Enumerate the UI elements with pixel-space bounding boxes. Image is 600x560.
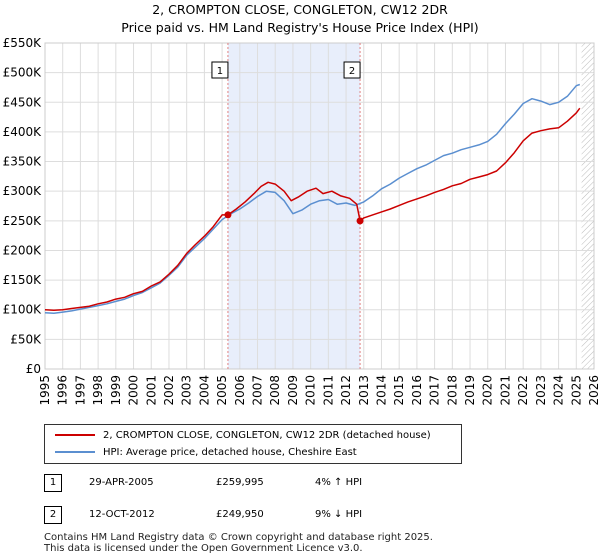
x-tick-label: 2010 <box>304 375 318 406</box>
x-tick-label: 2013 <box>357 375 371 406</box>
legend-label-hpi: HPI: Average price, detached house, Ches… <box>103 447 357 458</box>
ownership-shade <box>227 43 361 369</box>
y-tick-label: £400K <box>3 125 43 139</box>
legend-swatch-property <box>55 434 95 436</box>
sale-badge: 1 <box>44 474 62 492</box>
y-tick-label: £550K <box>3 36 43 50</box>
x-tick-label: 2001 <box>144 375 158 406</box>
x-tick-label: 1996 <box>56 375 70 406</box>
y-tick-label: £0 <box>26 362 41 376</box>
x-tick-label: 2022 <box>516 375 530 406</box>
chart-subtitle: Price paid vs. HM Land Registry's House … <box>121 20 479 35</box>
x-tick-label: 2026 <box>587 375 600 406</box>
y-tick-label: £350K <box>3 155 43 169</box>
sale-point <box>224 211 232 219</box>
chart-title: 2, CROMPTON CLOSE, CONGLETON, CW12 2DR <box>152 2 448 17</box>
y-tick-label: £450K <box>3 95 43 109</box>
plot-frame <box>44 42 595 370</box>
sale-price: £249,950 <box>216 509 264 520</box>
legend-label-property: 2, CROMPTON CLOSE, CONGLETON, CW12 2DR (… <box>103 430 431 441</box>
legend-item-property: 2, CROMPTON CLOSE, CONGLETON, CW12 2DR (… <box>55 430 431 441</box>
future-hatch <box>581 43 594 369</box>
price-chart: £0 £50K £100K £150K £200K £250K £300K £350K £400… <box>3 36 600 406</box>
x-tick-label: 2000 <box>127 375 141 406</box>
sale-badge: 2 <box>44 506 62 524</box>
legend: 2, CROMPTON CLOSE, CONGLETON, CW12 2DR (… <box>44 424 462 464</box>
x-tick-label: 2008 <box>268 375 282 406</box>
x-tick-label: 2018 <box>445 375 459 406</box>
sale-date: 29-APR-2005 <box>89 477 154 488</box>
x-tick-label: 2011 <box>321 375 335 406</box>
x-tick-label: 2023 <box>534 375 548 406</box>
x-tick-label: 2009 <box>286 375 300 406</box>
x-tick-label: 2006 <box>233 375 247 406</box>
footer-copyright: Contains HM Land Registry data © Crown c… <box>44 532 433 543</box>
y-tick-label: £300K <box>3 184 43 198</box>
x-tick-label: 2007 <box>251 375 265 406</box>
x-tick-label: 2017 <box>428 375 442 406</box>
x-tick-label: 2002 <box>162 375 176 406</box>
sale-marker-badge <box>211 61 229 79</box>
y-tick-label: £150K <box>3 273 43 287</box>
x-tick-label: 2024 <box>552 375 566 406</box>
hpi-line <box>44 83 581 315</box>
x-tick-label: 1999 <box>109 375 123 406</box>
y-tick-label: £250K <box>3 214 43 228</box>
sale-marker-badge-label: 1 <box>217 66 223 77</box>
sale-price: £259,995 <box>216 477 264 488</box>
x-tick-label: 2005 <box>215 375 229 406</box>
x-tick-label: 1995 <box>38 375 52 406</box>
x-tick-label: 1997 <box>73 375 87 406</box>
x-tick-label: 2021 <box>498 375 512 406</box>
sale-point <box>356 217 364 225</box>
sale-hpi-change: 4% ↑ HPI <box>315 477 363 488</box>
x-tick-label: 2015 <box>392 375 406 406</box>
y-tick-label: £200K <box>3 243 43 257</box>
sale-row-2: 2 12-OCT-2012 £249,950 9% ↓ HPI <box>44 506 564 526</box>
property-price-line <box>44 107 581 312</box>
x-tick-label: 2003 <box>180 375 194 406</box>
legend-item-hpi: HPI: Average price, detached house, Ches… <box>55 447 357 458</box>
sale-row-1: 1 29-APR-2005 £259,995 4% ↑ HPI <box>44 474 564 494</box>
y-tick-label: £50K <box>10 332 42 346</box>
x-tick-label: 2004 <box>197 375 211 406</box>
footer-licence: This data is licensed under the Open Gov… <box>44 543 363 554</box>
sale-marker-badge-label: 2 <box>349 66 355 77</box>
y-tick-label: £500K <box>3 66 43 80</box>
sale-hpi-change: 9% ↓ HPI <box>315 509 363 520</box>
x-tick-label: 2025 <box>569 375 583 406</box>
legend-swatch-hpi <box>55 451 95 453</box>
sale-marker-badge <box>343 61 361 79</box>
x-tick-label: 2012 <box>339 375 353 406</box>
x-tick-label: 2020 <box>481 375 495 406</box>
x-tick-label: 1998 <box>91 375 105 406</box>
sale-date: 12-OCT-2012 <box>89 509 155 520</box>
x-tick-label: 2016 <box>410 375 424 406</box>
x-tick-label: 2014 <box>374 375 388 406</box>
x-tick-label: 2019 <box>463 375 477 406</box>
y-tick-label: £100K <box>3 303 43 317</box>
